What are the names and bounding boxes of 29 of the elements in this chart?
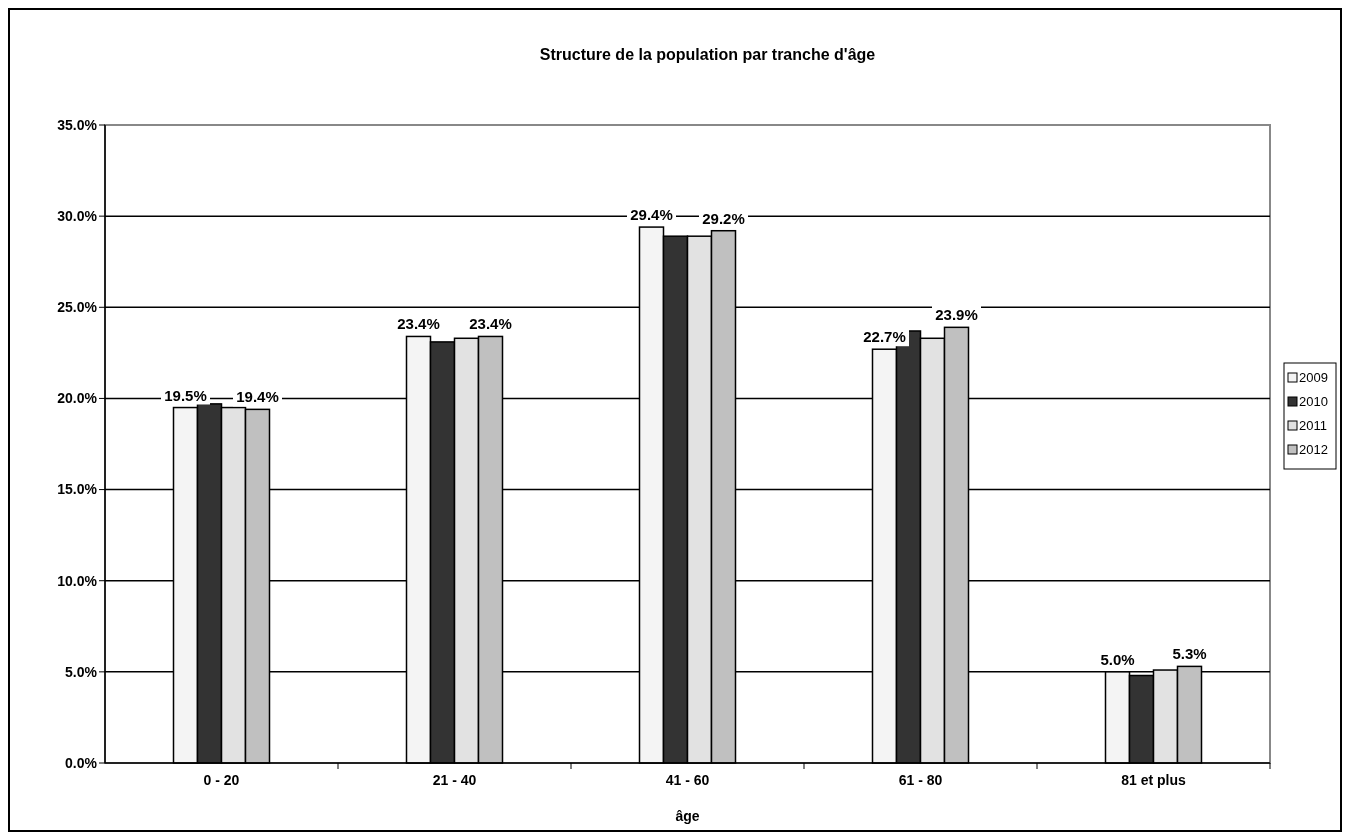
y-tick-label: 15.0% — [57, 481, 98, 498]
x-tick-label: 41 - 60 — [665, 772, 710, 788]
data-label: 22.7% — [863, 328, 906, 346]
data-label: 23.4% — [397, 315, 440, 333]
y-tick-label: 35.0% — [57, 116, 98, 133]
data-label: 19.5% — [164, 386, 207, 404]
legend-label: 2012 — [1299, 442, 1328, 457]
data-label: 19.4% — [236, 388, 279, 406]
legend-label: 2010 — [1299, 394, 1328, 409]
legend-label: 2011 — [1299, 418, 1327, 433]
data-label: 29.2% — [702, 209, 745, 227]
y-tick-label: 5.0% — [65, 663, 98, 680]
x-tick-label: 81 et plus — [1121, 772, 1186, 788]
chart-title: Structure de la population par tranche d'âge — [539, 46, 876, 63]
x-tick-label: 0 - 20 — [203, 772, 240, 788]
x-axis-title: âge — [675, 808, 700, 824]
data-label: 29.4% — [630, 206, 673, 224]
y-tick-label: 10.0% — [57, 572, 98, 589]
y-tick-label: 0.0% — [65, 754, 98, 771]
data-label: 23.9% — [935, 306, 978, 324]
legend-label: 2009 — [1299, 370, 1328, 385]
y-tick-label: 25.0% — [57, 299, 98, 316]
data-label: 23.4% — [469, 315, 512, 333]
data-label: 5.0% — [1100, 650, 1135, 668]
x-tick-label: 61 - 80 — [898, 772, 943, 788]
data-label: 5.3% — [1172, 645, 1207, 663]
y-tick-label: 30.0% — [57, 208, 98, 225]
y-tick-label: 20.0% — [57, 390, 98, 407]
x-tick-label: 21 - 40 — [432, 772, 477, 788]
